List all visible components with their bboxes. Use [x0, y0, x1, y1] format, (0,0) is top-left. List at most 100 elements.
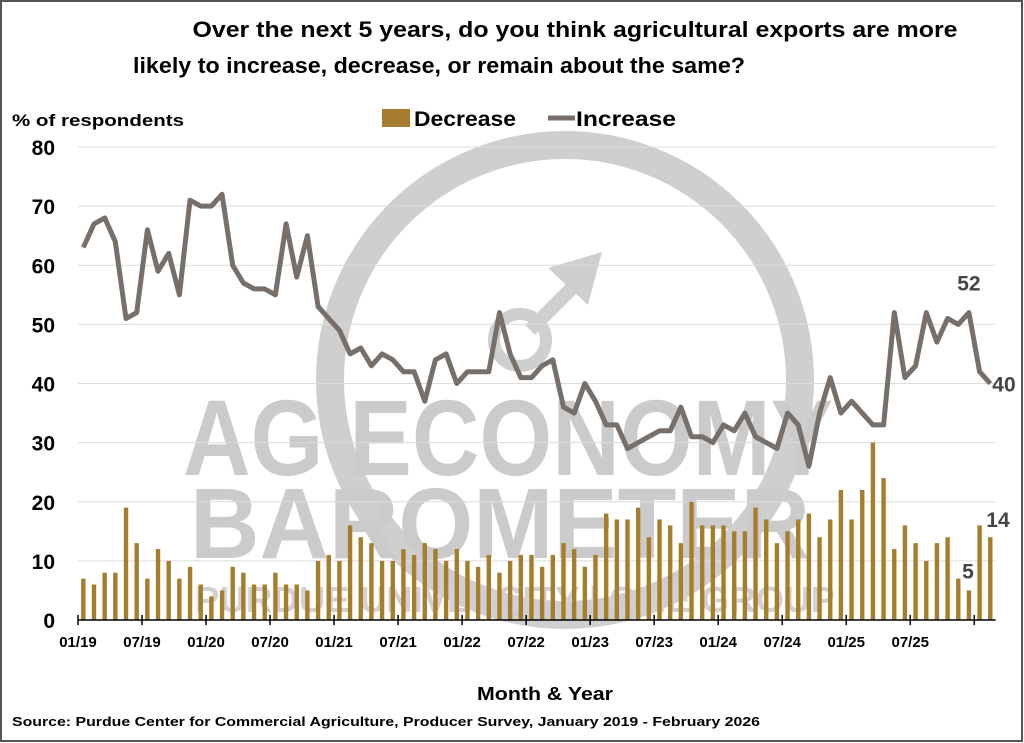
legend-label-decrease: Decrease [414, 108, 516, 131]
decrease-bar [337, 560, 342, 620]
decrease-bar [977, 525, 982, 620]
x-tick-label: 01/21 [315, 634, 353, 651]
decrease-bar [828, 519, 833, 620]
y-tick-label: 40 [32, 374, 55, 397]
decrease-bar [475, 566, 481, 620]
x-tick-label: 07/25 [891, 634, 929, 651]
decrease-bar [177, 578, 182, 620]
decrease-bar [742, 531, 748, 620]
data-label: 40 [992, 374, 1015, 397]
decrease-bar [379, 560, 385, 620]
decrease-bar [497, 572, 502, 620]
decrease-bar [678, 543, 684, 620]
source-note: Source: Purdue Center for Commercial Agr… [12, 714, 760, 729]
decrease-bar [988, 537, 993, 620]
x-tick-label: 01/24 [699, 634, 737, 651]
y-tick-label: 0 [43, 610, 55, 633]
decrease-bar [881, 478, 886, 620]
increase-line [81, 191, 993, 469]
y-axis-label: % of respondents [12, 111, 184, 130]
decrease-bar [465, 560, 470, 620]
decrease-bar [507, 560, 513, 620]
gridlines: 0 10 20 30 40 50 60 70 80 [32, 137, 996, 633]
x-axis: 01/19 07/19 01/20 07/20 01/21 07/21 01/22 07/22… [59, 615, 996, 651]
decrease-bar [625, 519, 630, 620]
watermark-line1: AG ECONOMY [183, 377, 833, 498]
y-tick-label: 50 [32, 314, 55, 337]
decrease-bar [294, 584, 299, 620]
decrease-bar [369, 543, 374, 620]
decrease-bar [571, 549, 577, 620]
decrease-bar [635, 507, 641, 620]
y-tick-label: 70 [32, 196, 55, 219]
x-tick-label: 01/19 [59, 634, 97, 651]
decrease-bar [241, 572, 246, 620]
data-label: 14 [986, 509, 1010, 532]
decrease-bar [646, 537, 652, 620]
decrease-bar [219, 590, 225, 620]
decrease-bar [539, 566, 545, 620]
x-tick-label: 07/21 [379, 634, 417, 651]
decrease-bar [561, 543, 566, 620]
decrease-bar [924, 560, 929, 620]
decrease-bar [187, 566, 193, 620]
decrease-bar [667, 525, 673, 620]
decrease-bar [860, 489, 865, 620]
decrease-bar [966, 590, 972, 620]
decrease-bar [358, 537, 363, 620]
decrease-bar [550, 554, 556, 620]
decrease-bar [486, 554, 491, 620]
decrease-bar [838, 489, 844, 620]
x-tick-label: 01/25 [827, 634, 865, 651]
decrease-bar [849, 519, 854, 620]
decrease-bar [529, 554, 534, 620]
decrease-bar [603, 513, 609, 620]
data-label: 52 [957, 273, 980, 296]
chart-title-line1: Over the next 5 years, do you think agri… [193, 17, 958, 42]
decrease-bar [753, 507, 758, 620]
x-tick-label: 07/20 [251, 634, 289, 651]
decrease-bar [732, 531, 737, 620]
decrease-bar [230, 566, 235, 620]
decrease-bar [443, 560, 449, 620]
decrease-bar [774, 543, 780, 620]
decrease-bar [892, 549, 897, 620]
decrease-bar [934, 543, 940, 620]
decrease-bar [433, 549, 438, 620]
decrease-bar [273, 572, 278, 620]
decrease-bar [411, 554, 417, 620]
legend: Decrease Increase [382, 108, 676, 131]
decrease-bar [315, 560, 321, 620]
y-tick-label: 60 [32, 255, 55, 278]
decrease-bar [689, 501, 694, 620]
y-tick-label: 80 [32, 137, 55, 160]
decrease-bars [81, 442, 993, 620]
decrease-bar [91, 584, 97, 620]
decrease-bar [956, 578, 961, 620]
decrease-bar [81, 578, 86, 620]
decrease-bar [145, 578, 150, 620]
decrease-bar [721, 525, 726, 620]
decrease-bar [102, 572, 107, 620]
data-labels: 52 40 14 5 [957, 273, 1015, 584]
decrease-bar [796, 519, 801, 620]
decrease-bar [123, 507, 129, 620]
decrease-bar [155, 549, 161, 620]
decrease-bar [198, 584, 203, 620]
decrease-bar [283, 584, 289, 620]
x-tick-label: 07/19 [123, 634, 161, 651]
decrease-bar [454, 549, 459, 620]
y-tick-label: 10 [32, 551, 55, 574]
legend-swatch-decrease [382, 109, 410, 127]
x-tick-label: 07/22 [507, 634, 545, 651]
decrease-bar [593, 554, 598, 620]
decrease-bar [305, 590, 310, 620]
x-tick-label: 01/23 [571, 634, 609, 651]
decrease-bar [209, 596, 214, 620]
watermark-line3: PURDUE UNIVERSITY | CME GROUP [195, 579, 835, 621]
decrease-bar [518, 554, 524, 620]
decrease-bar [710, 525, 716, 620]
decrease-bar [251, 584, 257, 620]
y-tick-label: 20 [32, 492, 55, 515]
